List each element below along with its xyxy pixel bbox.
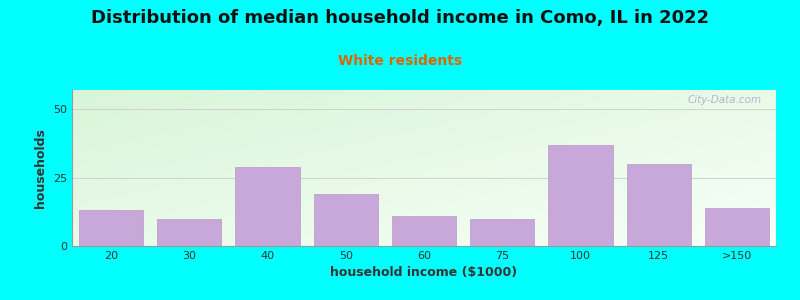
X-axis label: household income ($1000): household income ($1000) <box>330 266 518 279</box>
Bar <box>470 219 534 246</box>
Bar <box>79 210 143 246</box>
Bar <box>158 219 222 246</box>
Bar <box>314 194 378 246</box>
Bar <box>626 164 690 246</box>
Bar <box>548 145 613 246</box>
Text: City-Data.com: City-Data.com <box>688 95 762 105</box>
Text: White residents: White residents <box>338 54 462 68</box>
Y-axis label: households: households <box>34 128 47 208</box>
Bar <box>392 216 456 246</box>
Text: Distribution of median household income in Como, IL in 2022: Distribution of median household income … <box>91 9 709 27</box>
Bar <box>705 208 769 246</box>
Bar <box>235 167 300 246</box>
